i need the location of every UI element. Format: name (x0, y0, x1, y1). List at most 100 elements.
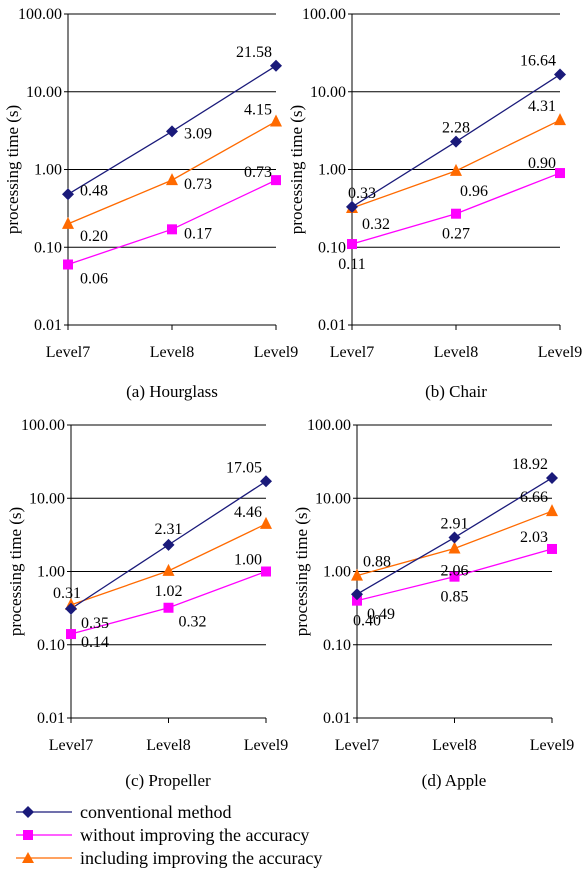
data-point-without (555, 168, 565, 179)
square-marker-icon (16, 829, 72, 840)
diamond-marker-icon (16, 805, 72, 818)
y-axis-title: processing time (s) (287, 105, 306, 234)
data-label-including: 2.06 (441, 563, 469, 580)
data-point-including (546, 504, 558, 517)
data-label-without: 0.14 (81, 634, 109, 651)
data-label-without: 0.73 (244, 164, 272, 181)
data-point-including (166, 173, 178, 186)
data-point-including (351, 568, 363, 581)
data-label-conventional: 3.09 (184, 125, 212, 142)
x-tick-label: Level8 (150, 344, 194, 361)
data-point-including (270, 114, 282, 127)
data-point-without (63, 259, 73, 270)
data-label-without: 0.11 (338, 256, 365, 273)
y-tick-label: 100.00 (307, 417, 351, 434)
data-point-conventional (260, 475, 272, 488)
data-label-including: 0.35 (81, 615, 109, 632)
data-label-without: 0.40 (353, 613, 381, 630)
data-point-without (66, 629, 76, 640)
data-point-without (547, 543, 557, 554)
data-label-including: 1.02 (155, 583, 183, 600)
y-tick-label: 0.01 (34, 317, 62, 334)
x-tick-label: Level8 (146, 737, 190, 754)
y-tick-label: 10.00 (310, 84, 346, 101)
legend-item-including: including improving the accuracy (14, 846, 584, 869)
data-label-conventional: 2.28 (442, 120, 470, 137)
data-point-including (62, 216, 74, 229)
data-point-without (167, 224, 177, 235)
chart-panel-3: 0.01 0.10 1.00 10.00 100.00 Level7 Level8 Level… (6, 417, 288, 790)
data-point-conventional (166, 125, 178, 138)
chart-panel-1: 0.01 0.10 1.00 10.00 100.00 Level7 Level8 Level… (3, 6, 298, 401)
legend-item-without: without improving the accuracy (14, 823, 584, 846)
y-tick-label: 0.10 (318, 239, 346, 256)
y-axis-title: processing time (s) (6, 507, 25, 636)
y-axis-title: processing time (s) (3, 105, 22, 234)
data-label-without: 0.17 (184, 225, 212, 242)
data-point-including (448, 541, 461, 554)
x-tick-label: Level7 (335, 737, 379, 754)
data-point-including (162, 563, 175, 576)
data-point-conventional (448, 531, 461, 544)
data-label-conventional: 21.58 (236, 44, 272, 61)
y-tick-label: 1.00 (323, 564, 351, 581)
data-label-including: 0.73 (184, 176, 212, 193)
x-tick-label: Level9 (244, 737, 288, 754)
y-tick-label: 1.00 (318, 162, 346, 179)
data-point-conventional (346, 200, 358, 213)
panel-caption: (b) Chair (425, 382, 487, 401)
y-tick-label: 100.00 (21, 417, 65, 434)
data-label-including: 0.20 (80, 228, 108, 245)
data-label-conventional: 16.64 (520, 53, 556, 70)
data-point-without (261, 566, 271, 577)
data-label-including: 4.31 (528, 98, 556, 115)
data-label-conventional: 2.31 (155, 521, 183, 538)
data-label-including: 0.88 (363, 554, 391, 571)
x-tick-label: Level8 (432, 737, 476, 754)
data-label-conventional: 2.91 (441, 516, 469, 533)
chart-panel-2: 0.01 0.10 1.00 10.00 100.00 Level7 Level8 Level… (287, 6, 582, 401)
data-point-conventional (351, 588, 363, 601)
x-tick-label: Level7 (49, 737, 93, 754)
panel-caption: (d) Apple (422, 771, 487, 790)
data-point-conventional (554, 68, 566, 81)
data-point-including (260, 516, 272, 529)
data-label-without: 2.03 (520, 529, 548, 546)
data-point-without (163, 602, 174, 613)
data-point-without (449, 571, 460, 582)
y-tick-label: 0.10 (34, 239, 62, 256)
y-tick-label: 0.10 (37, 637, 65, 654)
data-label-conventional: 18.92 (512, 456, 548, 473)
x-tick-label: Level9 (254, 344, 298, 361)
data-point-without (451, 208, 461, 219)
panel-caption: (c) Propeller (125, 771, 211, 790)
legend-label: conventional method (80, 801, 232, 822)
data-point-without (271, 175, 281, 186)
data-label-conventional: 0.31 (53, 585, 81, 602)
y-tick-label: 0.01 (323, 710, 351, 727)
legend-label: including improving the accuracy (80, 847, 323, 868)
data-label-without: 0.32 (179, 614, 207, 631)
triangle-marker-icon (16, 851, 72, 863)
data-label-without: 0.27 (442, 226, 470, 243)
y-tick-label: 1.00 (37, 564, 65, 581)
data-label-conventional: 17.05 (226, 459, 262, 476)
x-tick-label: Level9 (538, 344, 582, 361)
charts-container: 0.01 0.10 1.00 10.00 100.00 Level7 Level8 Level… (3, 6, 582, 790)
data-label-including: 0.32 (362, 216, 390, 233)
data-point-without (347, 239, 357, 250)
data-label-without: 0.90 (528, 155, 556, 172)
data-label-including: 0.96 (460, 183, 488, 200)
data-label-conventional: 0.48 (80, 182, 108, 199)
data-label-including: 4.46 (234, 504, 262, 521)
x-tick-label: Level8 (434, 344, 478, 361)
data-point-including (450, 163, 462, 176)
legend: conventional method without improving th… (14, 800, 584, 869)
data-point-conventional (62, 188, 74, 201)
y-tick-label: 100.00 (18, 6, 62, 23)
y-tick-label: 0.10 (323, 637, 351, 654)
data-point-conventional (65, 602, 77, 615)
data-label-conventional: 0.49 (367, 606, 395, 623)
x-tick-label: Level7 (330, 344, 374, 361)
legend-item-conventional: conventional method (14, 800, 584, 823)
